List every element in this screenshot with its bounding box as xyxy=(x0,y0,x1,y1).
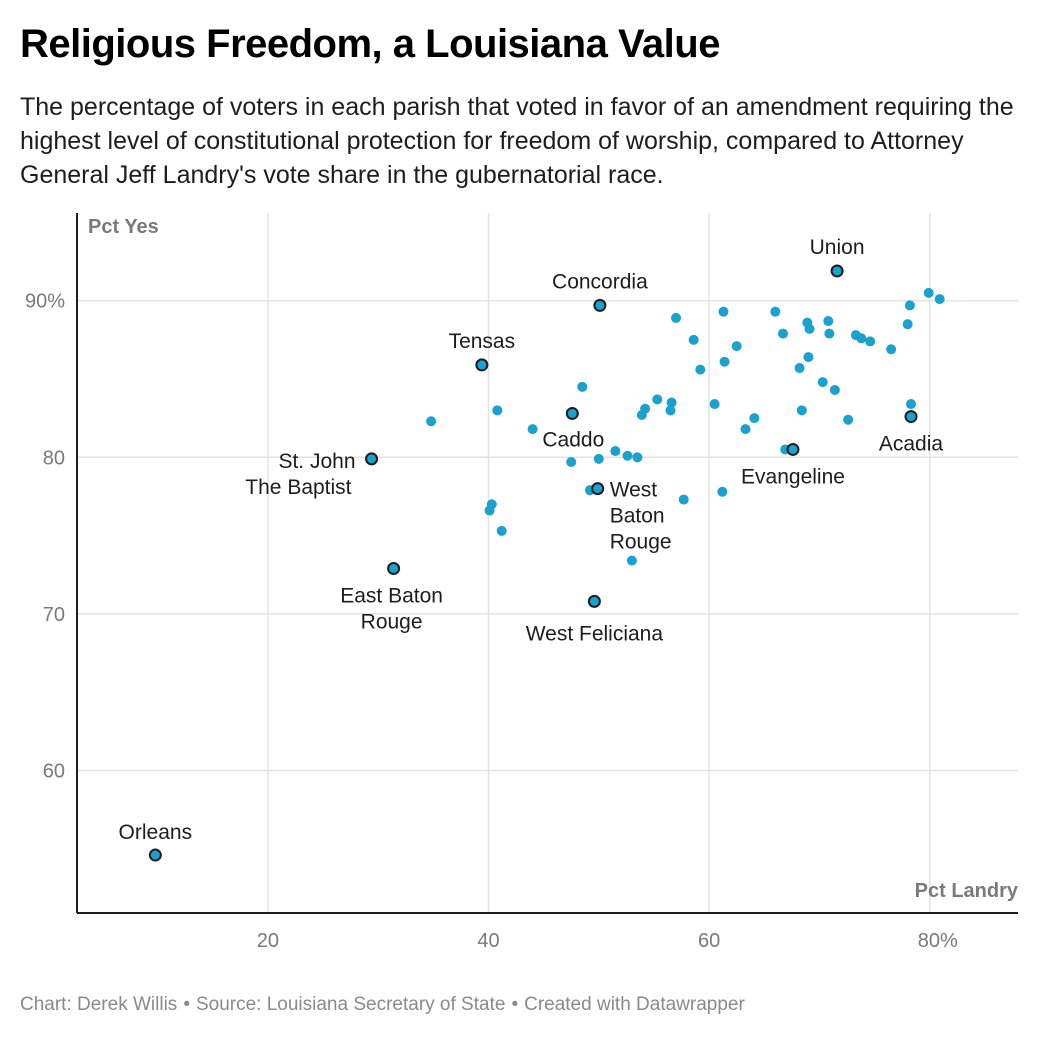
highlighted-data-point xyxy=(565,406,579,420)
point-label: Caddo xyxy=(542,428,604,451)
data-point xyxy=(865,336,876,347)
data-point xyxy=(709,399,720,410)
point-label: West Feliciana xyxy=(526,622,664,645)
point-label: Concordia xyxy=(552,270,648,293)
data-point xyxy=(610,446,621,457)
data-point xyxy=(856,333,867,344)
data-point xyxy=(749,413,760,424)
data-point xyxy=(652,394,663,405)
point-label: Tensas xyxy=(449,330,516,353)
data-point xyxy=(718,306,729,317)
data-point xyxy=(593,453,604,464)
data-point xyxy=(577,381,588,392)
point-label: East Baton Rouge xyxy=(340,584,443,633)
data-point xyxy=(804,323,815,334)
data-point xyxy=(622,450,633,461)
data-point xyxy=(824,328,835,339)
x-tick-label: 20 xyxy=(257,930,279,952)
data-point xyxy=(426,416,437,427)
data-point xyxy=(794,363,805,374)
data-point xyxy=(496,525,507,536)
footer-separator: • xyxy=(183,994,190,1015)
y-tick-label: 80 xyxy=(43,447,65,469)
x-tick-label: 80% xyxy=(918,930,958,952)
data-point xyxy=(904,300,915,311)
data-point xyxy=(740,424,751,435)
data-point xyxy=(688,334,699,345)
data-point xyxy=(886,344,897,355)
point-label: West Baton Rouge xyxy=(610,479,672,554)
point-label: Evangeline xyxy=(741,465,845,488)
data-point xyxy=(671,312,682,323)
data-point xyxy=(695,364,706,375)
y-tick-label: 90% xyxy=(25,291,65,313)
data-point xyxy=(527,424,538,435)
highlighted-data-point xyxy=(591,482,605,496)
x-tick-label: 40 xyxy=(477,930,499,952)
data-point xyxy=(640,403,651,414)
data-point xyxy=(934,294,945,305)
data-point xyxy=(626,555,637,566)
data-point xyxy=(566,456,577,467)
chart-subtitle: The percentage of voters in each parish … xyxy=(20,93,1014,189)
data-point xyxy=(778,328,789,339)
data-point xyxy=(843,414,854,425)
x-axis-title: Pct Landry xyxy=(915,880,1019,902)
highlighted-data-point xyxy=(593,298,607,312)
footer-source: Source: Louisiana Secretary of State xyxy=(195,994,506,1015)
highlighted-data-point xyxy=(148,848,162,862)
footer-separator: • xyxy=(511,994,519,1015)
data-point xyxy=(678,494,689,505)
highlighted-data-point xyxy=(387,561,401,575)
data-point xyxy=(817,377,828,388)
point-label: St. John The Baptist xyxy=(245,450,355,499)
highlighted-data-point xyxy=(830,264,844,278)
chart-footer: Chart: Derek Willis • Source: Louisiana Se… xyxy=(20,994,745,1016)
highlighted-data-point xyxy=(786,442,800,456)
data-point xyxy=(923,287,934,298)
footer-created-with: Created with Datawrapper xyxy=(524,994,745,1015)
data-point xyxy=(796,405,807,416)
point-label: Acadia xyxy=(879,433,944,456)
highlighted-data-point xyxy=(475,358,489,372)
y-tick-label: 60 xyxy=(43,760,65,782)
data-point xyxy=(632,452,643,463)
highlighted-data-point xyxy=(587,594,601,608)
y-axis-title: Pct Yes xyxy=(88,216,159,238)
data-point xyxy=(823,316,834,327)
data-point xyxy=(902,319,913,330)
data-point xyxy=(829,384,840,395)
data-point xyxy=(666,397,677,408)
x-tick-label: 60 xyxy=(698,930,720,952)
data-point xyxy=(492,405,503,416)
data-point xyxy=(905,399,916,410)
point-label: Union xyxy=(810,236,865,259)
data-point xyxy=(731,341,742,352)
footer-credit: Chart: Derek Willis xyxy=(20,994,178,1015)
chart-title: Religious Freedom, a Louisiana Value xyxy=(20,22,720,66)
data-point xyxy=(665,405,676,416)
data-point xyxy=(719,356,730,367)
data-point xyxy=(717,486,728,497)
data-point xyxy=(803,352,814,363)
data-point xyxy=(770,306,781,317)
point-label: Orleans xyxy=(119,821,193,844)
y-tick-label: 70 xyxy=(43,604,65,626)
highlighted-data-point xyxy=(365,452,379,466)
data-point xyxy=(484,505,495,516)
highlighted-data-point xyxy=(904,410,918,424)
